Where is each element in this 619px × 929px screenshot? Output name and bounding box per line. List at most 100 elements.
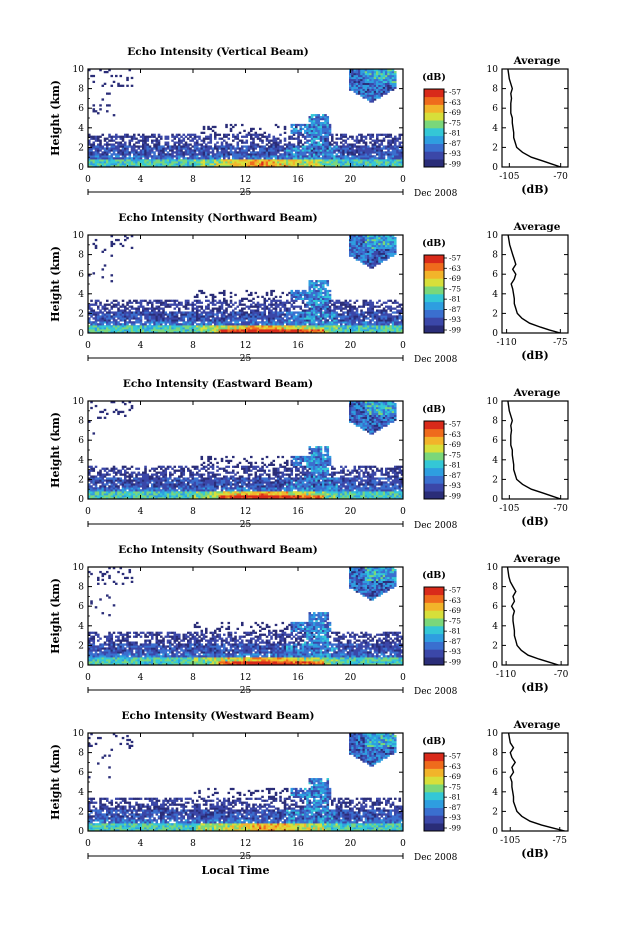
heatmap-cell bbox=[378, 235, 381, 238]
heatmap-cell bbox=[191, 309, 195, 312]
heatmap-cell bbox=[128, 325, 132, 328]
heatmap-cell bbox=[349, 250, 352, 253]
heatmap-cell bbox=[290, 125, 294, 129]
heatmap-cell bbox=[232, 165, 235, 168]
heatmap-cell bbox=[173, 317, 177, 320]
heatmap-cell bbox=[389, 252, 393, 255]
heatmap-cell bbox=[108, 104, 111, 107]
heatmap-cell bbox=[364, 240, 368, 244]
heatmap-cell bbox=[382, 70, 386, 74]
heatmap-cell bbox=[214, 327, 217, 330]
heatmap-cell bbox=[310, 295, 314, 299]
heatmap-cell bbox=[353, 248, 357, 251]
heatmap-cell bbox=[252, 325, 255, 328]
heatmap-cell bbox=[364, 76, 368, 80]
heatmap-cell bbox=[250, 147, 253, 150]
heatmap-cell bbox=[112, 329, 116, 332]
heatmap-cell bbox=[218, 151, 222, 154]
heatmap-cell bbox=[166, 157, 170, 160]
heatmap-cell bbox=[387, 325, 390, 328]
heatmap-cell bbox=[304, 141, 307, 144]
heatmap-cell bbox=[315, 145, 318, 148]
heatmap-cell bbox=[315, 133, 318, 136]
heatmap-cell bbox=[391, 165, 395, 168]
heatmap-cell bbox=[209, 323, 213, 326]
heatmap-cell bbox=[328, 127, 332, 131]
heatmap-cell bbox=[196, 325, 199, 328]
heatmap-cell bbox=[317, 299, 321, 302]
heatmap-cell bbox=[306, 127, 309, 131]
heatmap-cell bbox=[270, 153, 273, 156]
heatmap-cell bbox=[153, 299, 156, 302]
heatmap-cell bbox=[157, 313, 161, 316]
heatmap-cell bbox=[292, 321, 296, 324]
heatmap-cell bbox=[252, 161, 255, 164]
heatmap-cell bbox=[378, 86, 381, 89]
heatmap-cell bbox=[272, 315, 276, 318]
heatmap-cell bbox=[387, 313, 390, 316]
heatmap-cell bbox=[178, 331, 181, 334]
heatmap-cell bbox=[121, 309, 125, 312]
heatmap-cell bbox=[245, 313, 249, 316]
heatmap-cell bbox=[306, 321, 309, 324]
heatmap-cell bbox=[180, 141, 183, 144]
heatmap-cell bbox=[265, 327, 269, 330]
heatmap-cell bbox=[232, 133, 235, 136]
heatmap-cell bbox=[160, 317, 163, 320]
heatmap-cell bbox=[380, 309, 384, 312]
heatmap-cell bbox=[385, 313, 388, 316]
heatmap-cell bbox=[360, 250, 363, 253]
heatmap-cell bbox=[184, 329, 188, 332]
heatmap-cell bbox=[200, 131, 204, 134]
heatmap-cell bbox=[214, 329, 217, 332]
heatmap-cell bbox=[369, 246, 372, 250]
heatmap-cell bbox=[295, 305, 298, 308]
heatmap-cell bbox=[373, 88, 377, 91]
heatmap-cell bbox=[268, 327, 271, 330]
heatmap-cell bbox=[378, 88, 381, 91]
heatmap-cell bbox=[378, 165, 381, 168]
heatmap-cell bbox=[351, 252, 354, 255]
heatmap-cell bbox=[301, 153, 305, 156]
heatmap-cell bbox=[142, 147, 145, 150]
heatmap-cell bbox=[299, 297, 303, 300]
heatmap-cell bbox=[169, 313, 172, 316]
heatmap-cell bbox=[317, 165, 321, 168]
heatmap-cell bbox=[317, 118, 321, 121]
heatmap-cell bbox=[205, 155, 208, 158]
heatmap-cell bbox=[191, 325, 195, 328]
heatmap-cell bbox=[205, 151, 208, 154]
heatmap-cell bbox=[268, 331, 271, 334]
heatmap-cell bbox=[391, 317, 395, 320]
heatmap-cell bbox=[94, 315, 98, 318]
heatmap-cell bbox=[144, 331, 147, 334]
heatmap-cell bbox=[272, 137, 276, 140]
heatmap-cell bbox=[137, 301, 141, 304]
heatmap-cell bbox=[202, 329, 206, 332]
heatmap-cell bbox=[400, 133, 404, 136]
heatmap-cell bbox=[281, 321, 285, 324]
heatmap-cell bbox=[353, 143, 357, 146]
heatmap-cell bbox=[371, 145, 375, 148]
heatmap-cell bbox=[326, 141, 330, 144]
heatmap-cell bbox=[241, 299, 244, 302]
heatmap-cell bbox=[274, 157, 278, 160]
heatmap-cell bbox=[315, 118, 318, 121]
heatmap-cell bbox=[324, 121, 327, 125]
heatmap-cell bbox=[160, 331, 163, 334]
heatmap-cell bbox=[362, 69, 366, 72]
heatmap-cell bbox=[227, 317, 231, 320]
y-tick-label: 0 bbox=[78, 329, 84, 339]
heatmap-cell bbox=[214, 145, 217, 148]
heatmap-cell bbox=[317, 293, 321, 297]
heatmap-cell bbox=[351, 78, 354, 82]
heatmap-cell bbox=[342, 311, 345, 314]
heatmap-cell bbox=[344, 165, 348, 168]
heatmap-cell bbox=[367, 323, 370, 326]
heatmap-cell bbox=[184, 331, 188, 334]
heatmap-cell bbox=[200, 325, 204, 328]
heatmap-cell bbox=[270, 313, 273, 316]
heatmap-cell bbox=[373, 86, 377, 89]
heatmap-cell bbox=[207, 325, 210, 328]
heatmap-cell bbox=[187, 133, 190, 136]
